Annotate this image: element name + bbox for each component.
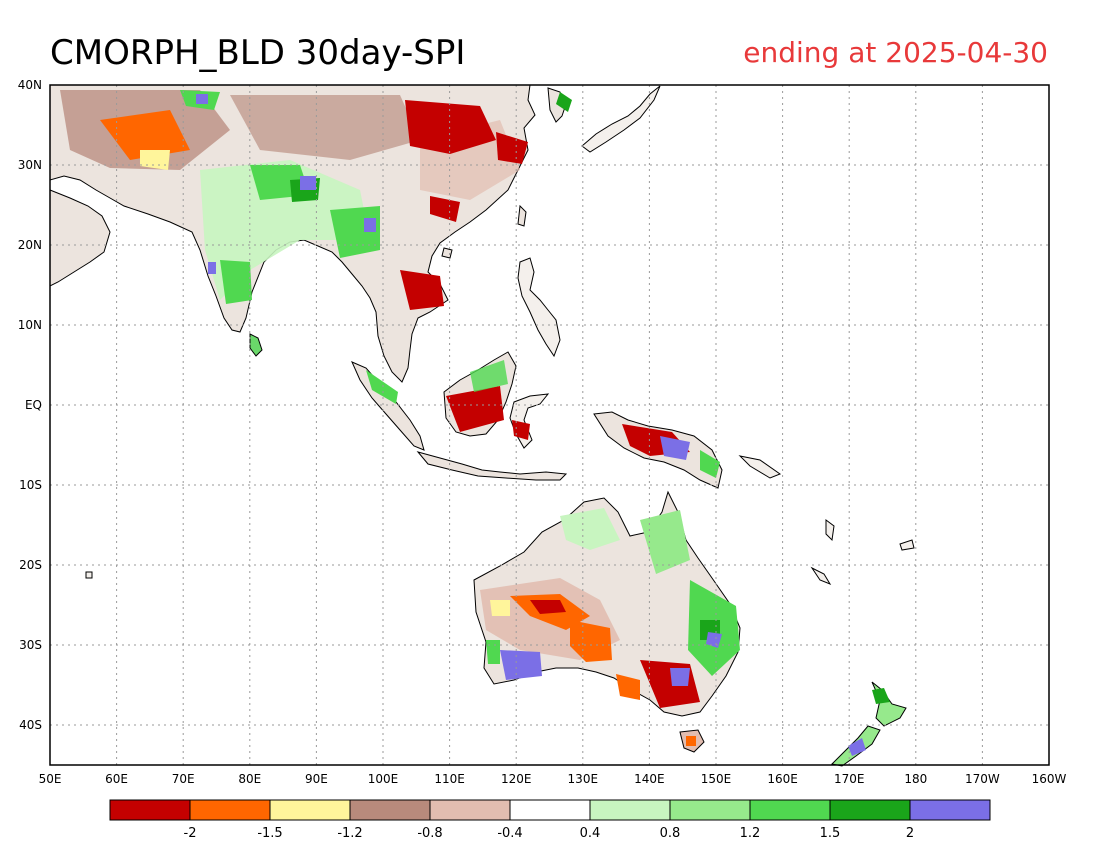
y-tick-label: 20S [19,558,42,572]
y-tick-label: 30S [19,638,42,652]
colorbar-label: 0.8 [660,826,681,841]
colorbar-label: -2 [184,826,197,841]
colorbar-swatch [189,799,271,821]
y-tick-label: 30N [18,158,42,172]
colorbar-label: -0.4 [497,826,522,841]
colorbar-swatch [269,799,351,821]
x-axis-ticks: 50E 60E 70E 80E 90E 100E 110E 120E 130E 140E 150E 1… [39,772,1067,786]
colorbar-swatch [509,799,591,821]
colorbar-label: 2 [906,826,914,841]
y-tick-label: EQ [25,398,42,412]
y-tick-label: 10N [18,318,42,332]
colorbar-label: -1.2 [337,826,362,841]
map-subtitle: ending at 2025-04-30 [743,36,1048,69]
x-tick-label: 60E [105,772,128,786]
x-tick-label: 100E [368,772,399,786]
mauritius-land [85,571,93,579]
colorbar-label: 1.5 [820,826,841,841]
colorbar-swatch [669,799,751,821]
x-tick-label: 140E [634,772,665,786]
colorbar-swatch [349,799,431,821]
x-tick-label: 50E [39,772,62,786]
x-tick-label: 180 [904,772,927,786]
map-area [49,84,1050,767]
y-tick-label: 10S [19,478,42,492]
x-tick-label: 90E [305,772,328,786]
x-tick-label: 150E [701,772,732,786]
x-tick-label: 170W [965,772,1000,786]
colorbar-swatch [429,799,511,821]
spi-colorbar: -2 -1.5 -1.2 -0.8 -0.4 0.4 0.8 1.2 1.5 2 [109,799,991,841]
x-tick-label: 120E [501,772,532,786]
x-tick-label: 110E [434,772,465,786]
taiwan-land [517,204,527,227]
vanuatu-land [825,519,835,542]
solomon-land [738,455,782,479]
colorbar-label: -0.8 [417,826,442,841]
x-tick-label: 130E [568,772,599,786]
srilanka-land [249,333,263,357]
x-tick-label: 160W [1032,772,1067,786]
colorbar-label: 0.4 [580,826,601,841]
x-tick-label: 70E [172,772,195,786]
map-gridlines [50,85,1049,765]
colorbar-label: 1.2 [740,826,761,841]
newcaledonia-land [810,566,832,586]
map-frame [49,84,1050,766]
java-land [416,451,568,481]
colorbar-swatch [829,799,911,821]
y-axis-ticks: 40N 30N 20N 10N EQ 10S 20S 30S 40S [18,78,42,732]
y-tick-label: 40S [19,718,42,732]
x-tick-label: 160E [767,772,798,786]
colorbar-swatch [589,799,671,821]
colorbar-swatch [109,799,191,821]
arabia-land [49,189,111,287]
spi-patches [60,90,890,756]
colorbar-swatch [909,799,991,821]
colorbar-label: -1.5 [257,826,282,841]
x-tick-label: 80E [238,772,261,786]
fiji-land [899,539,915,551]
philippines-land [517,257,561,358]
y-tick-label: 20N [18,238,42,252]
colorbar-swatch [749,799,831,821]
y-tick-label: 40N [18,78,42,92]
japan-land [581,85,661,153]
x-tick-label: 170E [834,772,865,786]
map-title: CMORPH_BLD 30day-SPI [50,33,465,73]
hainan-land [441,247,453,259]
